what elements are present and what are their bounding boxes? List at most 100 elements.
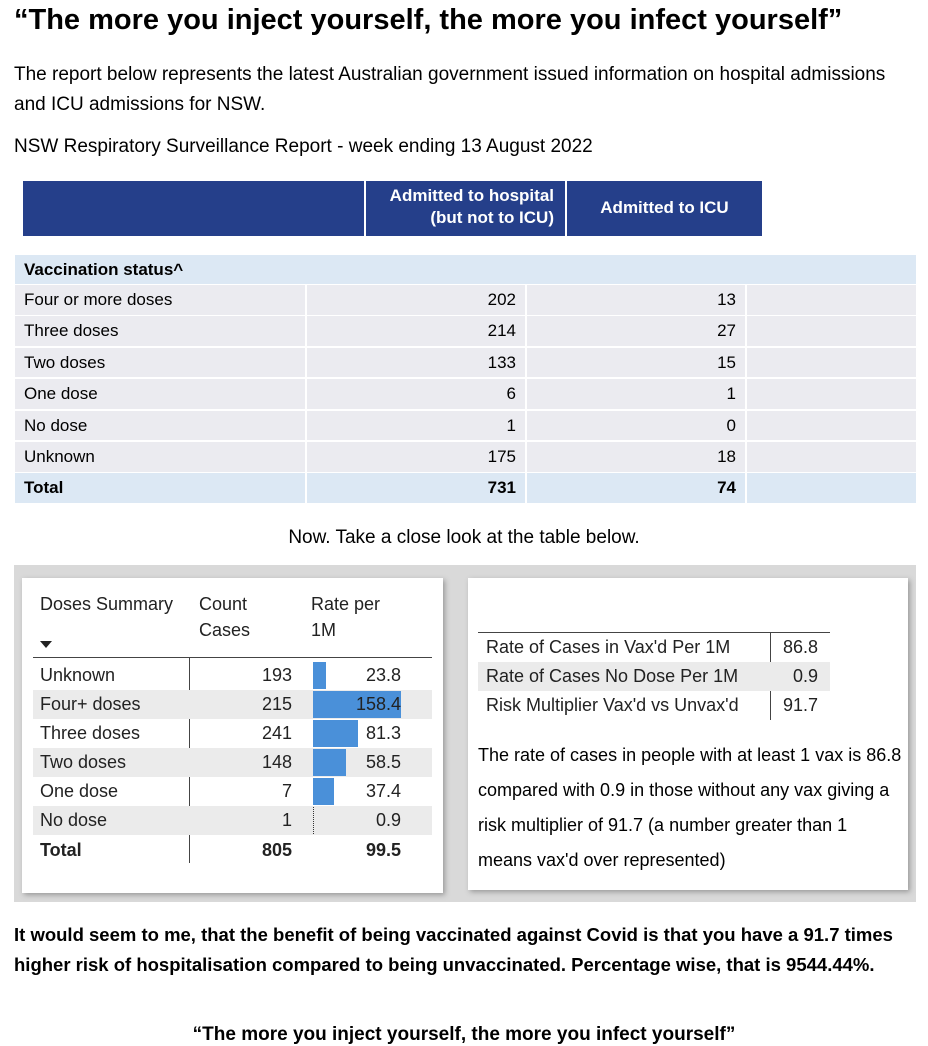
report-title: NSW Respiratory Surveillance Report - we… bbox=[14, 136, 593, 157]
cell-value: 175 bbox=[487, 447, 516, 466]
row-label: Three doses bbox=[24, 321, 119, 341]
cell-value: 1 bbox=[281, 810, 292, 830]
cell bbox=[747, 442, 916, 472]
cell bbox=[15, 442, 305, 472]
cell bbox=[15, 285, 305, 315]
column-header: Count Cases bbox=[199, 594, 251, 640]
cell bbox=[15, 347, 305, 378]
row-band bbox=[33, 806, 432, 835]
cell-value: 158.4 bbox=[355, 694, 401, 714]
cell-value: 99.5 bbox=[365, 840, 401, 860]
cell bbox=[747, 410, 916, 441]
cell-value: 202 bbox=[487, 290, 516, 309]
cell bbox=[15, 316, 305, 346]
column-header: Doses Summary bbox=[40, 594, 174, 614]
cell-value: 6 bbox=[506, 384, 516, 404]
rate-bar bbox=[313, 807, 314, 834]
cell bbox=[307, 442, 525, 472]
sort-arrow bbox=[40, 641, 52, 648]
divider bbox=[565, 181, 567, 236]
cell bbox=[747, 347, 916, 378]
column-header: Admitted to ICU bbox=[600, 198, 729, 217]
cell bbox=[307, 316, 525, 346]
cell bbox=[527, 379, 745, 409]
cell-value: 81.3 bbox=[365, 723, 401, 743]
row-label: One dose bbox=[40, 781, 119, 801]
cell-value: 15 bbox=[717, 352, 736, 372]
row-label: No dose bbox=[40, 810, 108, 830]
cell-value: 7 bbox=[281, 781, 292, 801]
cell bbox=[527, 442, 745, 472]
row-label: Four or more doses bbox=[24, 290, 173, 309]
cell bbox=[307, 347, 525, 378]
cell-value: 58.5 bbox=[365, 752, 401, 772]
rate-bar bbox=[313, 720, 359, 747]
cell bbox=[527, 347, 745, 378]
cell-value: 1 bbox=[506, 415, 516, 435]
cell bbox=[747, 379, 916, 409]
cell-value: 18 bbox=[717, 447, 736, 466]
cell bbox=[527, 473, 745, 503]
cell-value: 193 bbox=[261, 665, 292, 685]
rule bbox=[33, 657, 432, 658]
intro: The report below represents the latest A… bbox=[14, 64, 886, 115]
cell bbox=[307, 473, 525, 503]
cell-value: 27 bbox=[717, 321, 736, 341]
row-label: Rate of Cases in Vax'd Per 1M bbox=[486, 637, 731, 657]
cell bbox=[527, 316, 745, 346]
row-label: Rate of Cases No Dose Per 1M bbox=[486, 666, 739, 686]
row-label: Four+ doses bbox=[40, 694, 141, 714]
row-label: Risk Multiplier Vax'd vs Unvax'd bbox=[486, 695, 739, 715]
closing: “The more you inject yourself, the more … bbox=[192, 1024, 736, 1045]
cell-value: 13 bbox=[717, 290, 736, 309]
table1-header bbox=[23, 181, 762, 236]
row-band bbox=[478, 662, 830, 691]
row-label: Total bbox=[40, 840, 82, 860]
summary-text: The rate of cases in people with at leas… bbox=[478, 745, 902, 870]
cell-value: 91.7 bbox=[782, 695, 818, 715]
cell bbox=[747, 316, 916, 346]
column-header: Admitted to hospital (but not to ICU) bbox=[389, 186, 554, 227]
row-label: Three doses bbox=[40, 723, 141, 743]
cell bbox=[307, 285, 525, 315]
rate-bar bbox=[313, 778, 334, 805]
cell-value: 0.9 bbox=[375, 810, 401, 830]
row-label: Total bbox=[24, 478, 64, 498]
transition: Now. Take a close look at the table belo… bbox=[288, 527, 640, 548]
cell bbox=[15, 410, 305, 441]
panel bbox=[468, 578, 908, 890]
cell-value: 0.9 bbox=[792, 666, 818, 686]
cell-value: 133 bbox=[487, 352, 516, 372]
cell-value: 1 bbox=[726, 384, 736, 404]
cell bbox=[527, 410, 745, 441]
rate-bar bbox=[313, 749, 346, 776]
cell bbox=[15, 473, 305, 503]
column-header: Rate per 1M bbox=[311, 594, 381, 640]
rule bbox=[478, 632, 830, 633]
row-label: Unknown bbox=[24, 447, 95, 466]
cell-value: 23.8 bbox=[365, 665, 401, 685]
divider bbox=[364, 181, 366, 236]
cell bbox=[527, 285, 745, 315]
cell bbox=[747, 285, 916, 315]
row-header: Vaccination status^ bbox=[24, 260, 184, 279]
cell-value: 215 bbox=[261, 694, 292, 714]
row-header-band bbox=[15, 255, 916, 284]
cell bbox=[747, 473, 916, 503]
cell-value: 74 bbox=[717, 478, 736, 498]
cell bbox=[307, 410, 525, 441]
row-label: Two doses bbox=[24, 352, 106, 372]
cell-value: 241 bbox=[261, 723, 292, 743]
cell bbox=[15, 379, 305, 409]
row-label: One dose bbox=[24, 384, 98, 404]
cell-value: 148 bbox=[261, 752, 292, 772]
row-band bbox=[33, 748, 432, 777]
cell-value: 37.4 bbox=[365, 781, 401, 801]
cell-value: 214 bbox=[487, 321, 516, 341]
row-label: No dose bbox=[24, 415, 88, 435]
cell-value: 86.8 bbox=[782, 637, 818, 657]
conclusion: It would seem to me, that the benefit of… bbox=[14, 924, 893, 975]
cell bbox=[307, 379, 525, 409]
row-label: Unknown bbox=[40, 665, 116, 685]
